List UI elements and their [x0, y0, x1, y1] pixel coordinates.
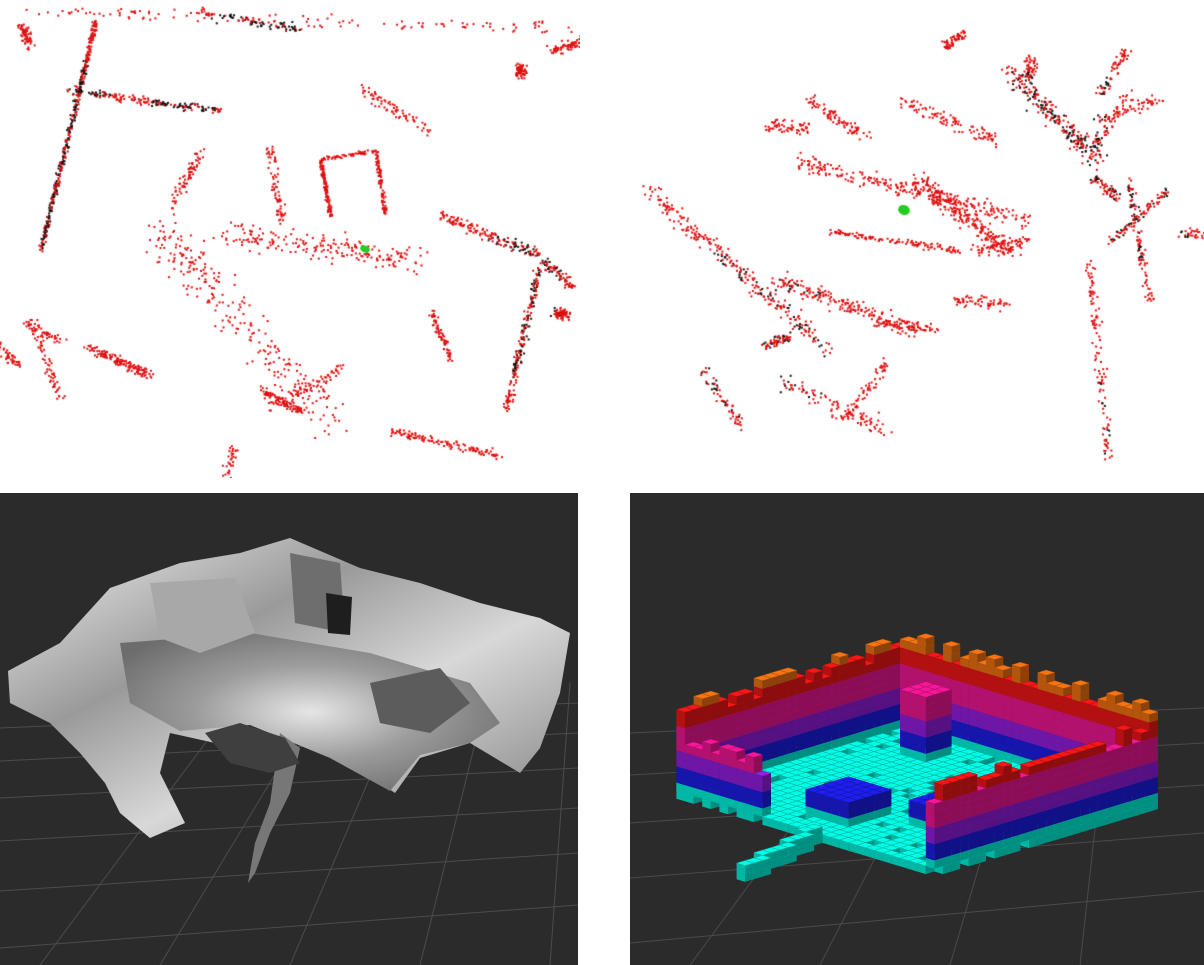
voxel-render	[630, 633, 1204, 965]
voxel-map	[675, 633, 1159, 882]
point-cloud-canvas	[628, 0, 1204, 478]
point-cloud-canvas	[0, 0, 580, 478]
sparse-point-cloud-top-panel	[0, 0, 580, 478]
voxel-reconstruction-panel	[630, 493, 1204, 965]
mesh-reconstruction-panel	[0, 493, 578, 965]
mesh-render	[0, 538, 578, 965]
room-mesh	[8, 538, 570, 883]
sparse-point-cloud-perspective-panel	[628, 0, 1204, 478]
